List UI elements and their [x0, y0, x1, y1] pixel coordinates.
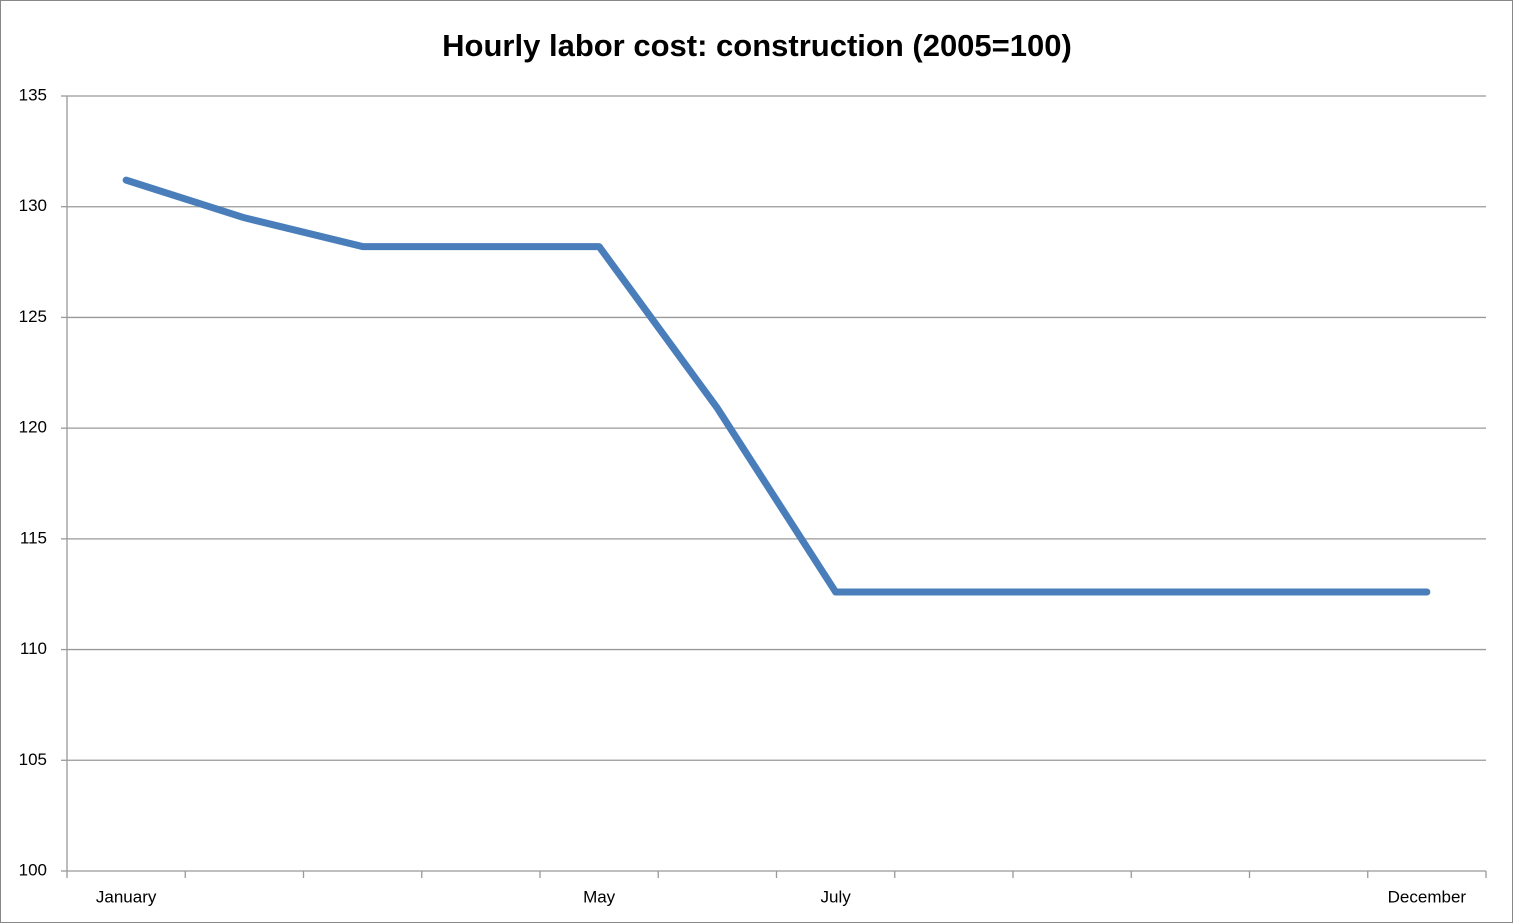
- x-tick-label: May: [583, 887, 616, 906]
- y-tick-label: 120: [19, 418, 47, 437]
- y-tick-label: 105: [19, 750, 47, 769]
- x-tick-label: December: [1388, 887, 1467, 906]
- y-tick-label: 130: [19, 196, 47, 215]
- x-tick-label: July: [821, 887, 852, 906]
- y-tick-label: 100: [19, 860, 47, 879]
- y-tick-label: 115: [20, 528, 47, 547]
- chart-title: Hourly labor cost: construction (2005=10…: [442, 28, 1072, 63]
- data-line: [122, 176, 1431, 596]
- x-tick-label: January: [96, 887, 157, 906]
- y-tick-label: 135: [19, 85, 47, 104]
- y-tick-label: 110: [20, 639, 47, 658]
- y-tick-label: 125: [19, 307, 47, 326]
